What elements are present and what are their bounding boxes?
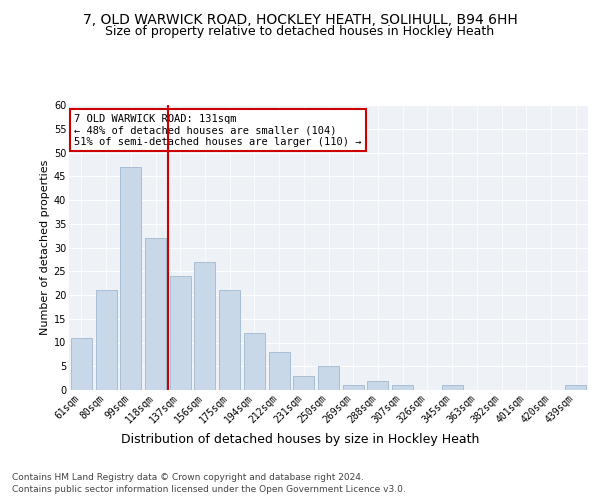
Bar [343, 385, 364, 390]
Text: 7, OLD WARWICK ROAD, HOCKLEY HEATH, SOLIHULL, B94 6HH: 7, OLD WARWICK ROAD, HOCKLEY HEATH, SOLI… [83, 12, 517, 26]
Bar [565, 385, 586, 390]
Bar [318, 366, 339, 390]
Bar [269, 352, 290, 390]
Bar [219, 290, 240, 390]
Bar [194, 262, 215, 390]
Bar [120, 167, 141, 390]
Text: Contains public sector information licensed under the Open Government Licence v3: Contains public sector information licen… [12, 485, 406, 494]
Text: Contains HM Land Registry data © Crown copyright and database right 2024.: Contains HM Land Registry data © Crown c… [12, 472, 364, 482]
Bar [170, 276, 191, 390]
Text: Distribution of detached houses by size in Hockley Heath: Distribution of detached houses by size … [121, 432, 479, 446]
Text: 7 OLD WARWICK ROAD: 131sqm
← 48% of detached houses are smaller (104)
51% of sem: 7 OLD WARWICK ROAD: 131sqm ← 48% of deta… [74, 114, 362, 147]
Bar [95, 290, 116, 390]
Bar [392, 385, 413, 390]
Bar [244, 333, 265, 390]
Bar [145, 238, 166, 390]
Bar [293, 376, 314, 390]
Bar [71, 338, 92, 390]
Text: Size of property relative to detached houses in Hockley Heath: Size of property relative to detached ho… [106, 25, 494, 38]
Bar [442, 385, 463, 390]
Y-axis label: Number of detached properties: Number of detached properties [40, 160, 50, 335]
Bar [367, 380, 388, 390]
